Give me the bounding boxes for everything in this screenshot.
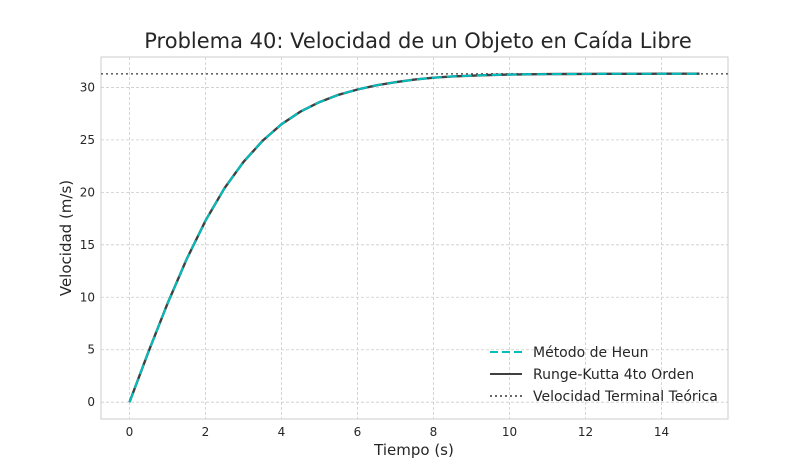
y-tick-label: 30 [80, 80, 95, 94]
y-axis-label: Velocidad (m/s) [57, 180, 75, 296]
y-tick-label: 10 [80, 290, 95, 304]
legend-label: Método de Heun [533, 345, 649, 361]
legend: Método de Heun Runge-Kutta 4to Orden Veloc… [490, 345, 718, 405]
y-tick-label: 15 [80, 238, 95, 252]
x-tick-label: 6 [354, 425, 362, 439]
legend-label: Velocidad Terminal Teórica [533, 389, 718, 405]
plot-frame [100, 56, 729, 420]
grid [101, 57, 728, 419]
y-tick-label: 5 [87, 343, 95, 357]
y-tick-label: 20 [80, 185, 95, 199]
x-tick-label: 12 [578, 425, 593, 439]
x-tick-label: 0 [126, 425, 134, 439]
x-tick-label: 14 [654, 425, 669, 439]
x-tick-label: 2 [202, 425, 210, 439]
series-lines [101, 72, 728, 403]
y-tick-label: 25 [80, 133, 95, 147]
x-axis-label: Tiempo (s) [373, 441, 454, 459]
heun-series-line [128, 72, 700, 403]
x-tick-label: 4 [278, 425, 286, 439]
x-tick-label: 10 [502, 425, 517, 439]
y-tick-label: 0 [87, 395, 95, 409]
x-tick-label: 8 [430, 425, 438, 439]
ticks: 0 2 4 6 8 10 12 14 0 5 10 15 20 25 30 [80, 80, 669, 439]
legend-label: Runge-Kutta 4to Orden [533, 367, 694, 383]
chart-title: Problema 40: Velocidad de un Objeto en C… [144, 29, 692, 53]
